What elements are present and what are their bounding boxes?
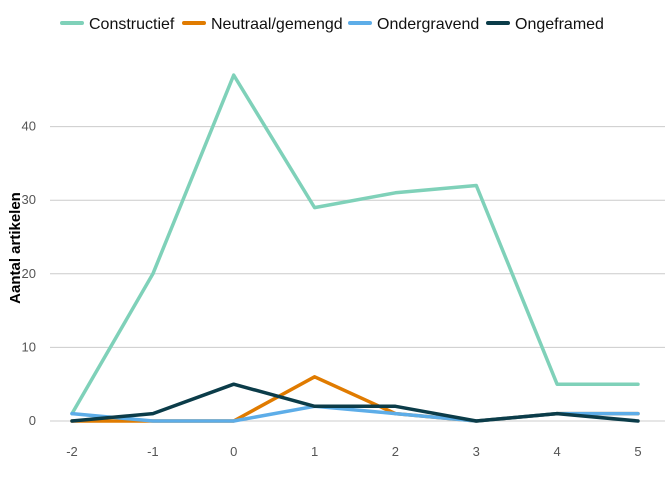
y-tick-label: 10 xyxy=(22,339,36,354)
y-gridlines xyxy=(50,126,665,422)
y-axis-ticks: 0 10 20 30 40 xyxy=(22,119,36,428)
legend-item-neutraal-gemengd: Neutraal/gemengd xyxy=(182,16,343,33)
x-tick-label: 3 xyxy=(473,444,480,459)
legend-item-ongeframed: Ongeframed xyxy=(486,16,604,33)
chart-legend: Constructief Neutraal/gemengd Ondergravend… xyxy=(60,16,604,33)
y-tick-label: 20 xyxy=(22,266,36,281)
legend-label: Ondergravend xyxy=(377,16,479,33)
x-tick-label: -1 xyxy=(147,444,159,459)
series-line-constructief xyxy=(70,73,640,416)
x-tick-label: 5 xyxy=(634,444,641,459)
legend-label: Neutraal/gemengd xyxy=(211,16,343,33)
x-tick-label: 4 xyxy=(554,444,561,459)
x-tick-label: 0 xyxy=(230,444,237,459)
series-line-ongeframed xyxy=(70,382,640,423)
legend-item-ondergravend: Ondergravend xyxy=(348,16,479,33)
x-tick-label: -2 xyxy=(66,444,78,459)
y-tick-label: 40 xyxy=(22,119,36,134)
y-axis-label: Aantal artikelen xyxy=(7,192,24,304)
legend-label: Ongeframed xyxy=(515,16,604,33)
legend-item-constructief: Constructief xyxy=(60,16,175,33)
x-tick-label: 2 xyxy=(392,444,399,459)
legend-label: Constructief xyxy=(89,16,175,33)
x-tick-label: 1 xyxy=(311,444,318,459)
x-axis-ticks: -2 -1 0 1 2 3 4 5 xyxy=(66,444,641,459)
chart-series xyxy=(70,73,640,423)
y-tick-label: 0 xyxy=(29,413,36,428)
y-tick-label: 30 xyxy=(22,192,36,207)
